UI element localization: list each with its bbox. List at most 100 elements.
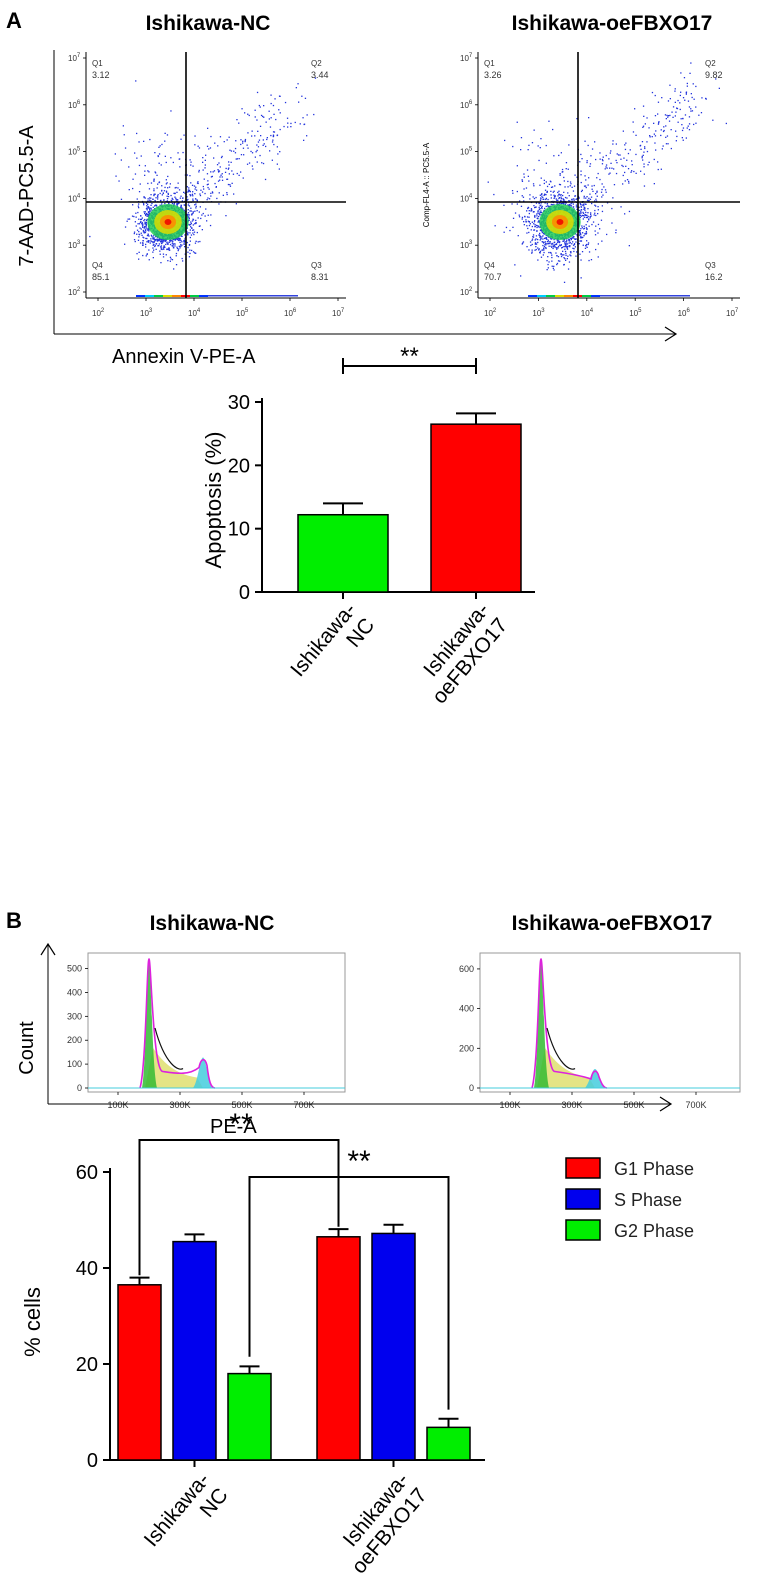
flow-y-tick-label: 103 [68, 240, 81, 250]
hist-x-tick-label: 700K [685, 1100, 706, 1110]
hist-y-tick-label: 200 [459, 1043, 474, 1053]
flow-y-tick-exp: 4 [469, 193, 473, 199]
hist-frame-arrow-up [40, 942, 56, 956]
flow-x-tick-exp: 6 [293, 308, 297, 314]
flow-y-tick-exp: 3 [469, 240, 473, 246]
flow-scatter-points [487, 62, 727, 283]
apop-category-label: Ishikawa-oeFBXO17 [409, 598, 512, 708]
hist-g1-fill [534, 960, 549, 1088]
hist-x-tick-label: 500K [623, 1100, 644, 1110]
hist-y-axis-label: Count [16, 1021, 38, 1075]
histogram-frame [479, 952, 741, 1093]
cc-bar-0-1 [316, 1236, 361, 1461]
flow-y-axis-label: 7-AAD-PC5.5-A [16, 125, 38, 267]
flow-x-tick-label: 106 [284, 308, 297, 318]
flow-x-tick-label: 105 [629, 308, 642, 318]
panel-b-letter: B [6, 908, 22, 933]
apop-y-tick-label: 30 [228, 392, 250, 414]
flow-edge-strip [154, 295, 163, 297]
hist-fit-curve [531, 958, 608, 1089]
flow-edge-strip [190, 295, 199, 297]
cc-legend-label-0: G1 Phase [614, 1159, 694, 1179]
flow-x-tick-label: 102 [484, 308, 497, 318]
flow-x-tick-label: 107 [332, 308, 345, 318]
quadrant-q1-value: 3.12 [92, 70, 110, 80]
hist-x-axis-label: PE-A [210, 1116, 257, 1138]
apop-y-tick-label: 20 [228, 455, 250, 477]
hist-y-tick-label: 400 [67, 987, 82, 997]
flow-density-core [556, 219, 564, 225]
histogram-1: 0 200 400 600 100K 300K 500K 700K [459, 952, 741, 1110]
flow-x-tick-label: 103 [140, 308, 153, 318]
cc-bar-1-1 [371, 1232, 416, 1461]
hist-data-line [154, 1027, 184, 1070]
flow-y-tick-label: 107 [68, 53, 81, 63]
cc-sig-bracket-g1 [138, 1139, 340, 1276]
quadrant-q1-name: Q1 [92, 59, 103, 68]
quadrant-q3-value: 16.2 [705, 272, 723, 282]
flow-x-tick-exp: 3 [149, 308, 153, 314]
hist-s-phase-fill [145, 1048, 203, 1088]
cc-category-label: Ishikawa-NC [140, 1468, 233, 1566]
flow-frame-arrow [664, 326, 678, 342]
flow-y-tick-label: 102 [460, 287, 473, 297]
flow-edge-strip [136, 295, 145, 297]
flow-edge-strip [208, 295, 298, 297]
hist-g2-fill [585, 1068, 604, 1088]
apop-bar-1 [430, 423, 522, 593]
flow-y-tick-exp: 5 [469, 147, 473, 153]
hist-s-phase-fill [537, 1048, 595, 1088]
cc-bar-2-0 [227, 1372, 272, 1461]
cell-cycle-histograms: 0 100 200 300 400 500 100K 300K 500K 700K 0 200 400 6… [40, 942, 741, 1112]
flow-y-tick-exp: 2 [469, 287, 473, 293]
cc-bar-1-0 [172, 1240, 217, 1461]
flow-scatter-points [89, 77, 317, 270]
cc-y-tick-label: 20 [76, 1354, 98, 1376]
flow-edge-strip [145, 295, 154, 297]
hist-y-tick-label: 200 [67, 1035, 82, 1045]
flow-y-tick-exp: 3 [77, 240, 81, 246]
flow-y-tick-exp: 7 [77, 53, 81, 59]
flow-y-tick-exp: 5 [77, 147, 81, 153]
flow-title-nc: Ishikawa-NC [146, 12, 271, 35]
flow-edge-strip [199, 295, 208, 297]
apop-y-tick-label: 0 [239, 582, 250, 604]
flow-title-oe: Ishikawa-oeFBXO17 [512, 12, 713, 35]
quadrant-q2-name: Q2 [705, 59, 716, 68]
flow-y-tick-exp: 4 [77, 193, 81, 199]
flow-y-tick-label: 106 [460, 100, 473, 110]
hist-y-tick-label: 400 [459, 1004, 474, 1014]
cell-cycle-bar-chart: 0 20 40 60 Ishikawa-NC Ishikawa-oeFBXO17 ** ** G… [76, 1108, 694, 1578]
flow-x-tick-exp: 6 [687, 308, 691, 314]
flow-x-tick-exp: 2 [101, 308, 105, 314]
flow-y-tick-label: 105 [460, 147, 473, 157]
hist-x-tick-label: 300K [169, 1100, 190, 1110]
cc-bar-2-1 [426, 1426, 471, 1461]
flow-y-tick-label: 104 [460, 193, 473, 203]
flow-edge-strip [537, 295, 546, 297]
flow-x-tick-label: 103 [532, 308, 545, 318]
quadrant-q1-value: 3.26 [484, 70, 502, 80]
quadrant-q4-name: Q4 [92, 261, 103, 270]
hist-y-tick-label: 600 [459, 964, 474, 974]
flow-y-tick-label: 107 [460, 53, 473, 63]
hist-title-nc: Ishikawa-NC [150, 912, 275, 935]
flow-density-core [164, 219, 172, 225]
flow-x-tick-exp: 7 [341, 308, 345, 314]
flow-x-tick-label: 106 [678, 308, 691, 318]
flow-edge-strip [564, 295, 573, 297]
apop-y-tick-label: 10 [228, 519, 250, 541]
cc-legend-label-2: G2 Phase [614, 1221, 694, 1241]
flow-x-axis-label: Annexin V-PE-A [112, 346, 256, 368]
flow-y-tick-label: 106 [68, 100, 81, 110]
hist-fit-curve [139, 958, 216, 1089]
quadrant-q1-name: Q1 [484, 59, 495, 68]
apop-sig-label: ** [400, 343, 419, 370]
hist-data-line [546, 1027, 576, 1070]
flow-cytometry-plots: 102 102 103 103 104 104 105 105 106 106 107 107 Q1 3.… [53, 50, 740, 342]
cc-sig-bracket-g2 [248, 1176, 450, 1410]
flow-x-tick-exp: 3 [541, 308, 545, 314]
flow-x-tick-label: 105 [236, 308, 249, 318]
hist-x-tick-label: 500K [231, 1100, 252, 1110]
flow-plot-0: 102 102 103 103 104 104 105 105 106 106 107 107 Q1 3.… [68, 52, 346, 318]
